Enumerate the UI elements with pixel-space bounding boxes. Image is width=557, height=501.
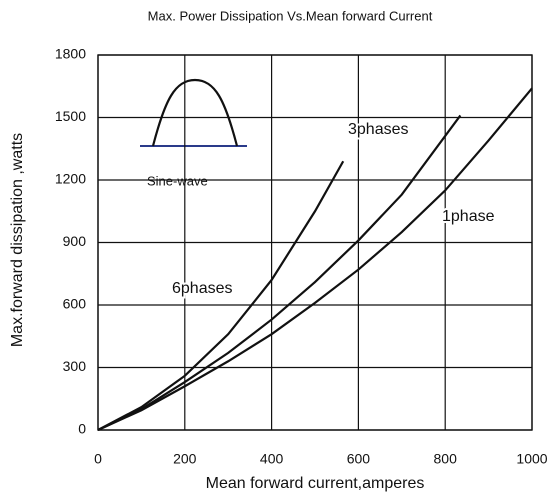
x-axis-label: Mean forward current,amperes xyxy=(206,475,425,492)
y-tick-label: 1200 xyxy=(55,171,86,187)
x-tick-label: 800 xyxy=(434,451,458,467)
y-tick-label: 600 xyxy=(63,296,87,312)
series-label: 6phases xyxy=(172,280,233,297)
plot-frame xyxy=(97,54,533,431)
series-label: 3phases xyxy=(348,121,409,138)
x-tick-label: 600 xyxy=(347,451,371,467)
y-tick-label: 1800 xyxy=(55,46,86,62)
x-tick-label: 200 xyxy=(173,451,197,467)
series-line xyxy=(97,114,462,431)
y-tick-label: 900 xyxy=(63,233,87,249)
inset-label: Sine-wave xyxy=(147,173,208,188)
chart-title: Max. Power Dissipation Vs.Mean forward C… xyxy=(148,8,433,23)
series-line xyxy=(97,160,345,431)
y-axis-label: Max.forward dissipation ,watts xyxy=(9,133,26,347)
series-line xyxy=(97,87,533,432)
inset-sine xyxy=(151,78,239,147)
y-tick-label: 1500 xyxy=(55,108,86,124)
series-label: 1phase xyxy=(442,208,495,225)
x-tick-label: 0 xyxy=(94,451,102,467)
x-tick-label: 1000 xyxy=(516,451,547,467)
x-tick-label: 400 xyxy=(260,451,284,467)
y-tick-label: 0 xyxy=(78,421,86,437)
y-tick-label: 300 xyxy=(63,358,87,374)
